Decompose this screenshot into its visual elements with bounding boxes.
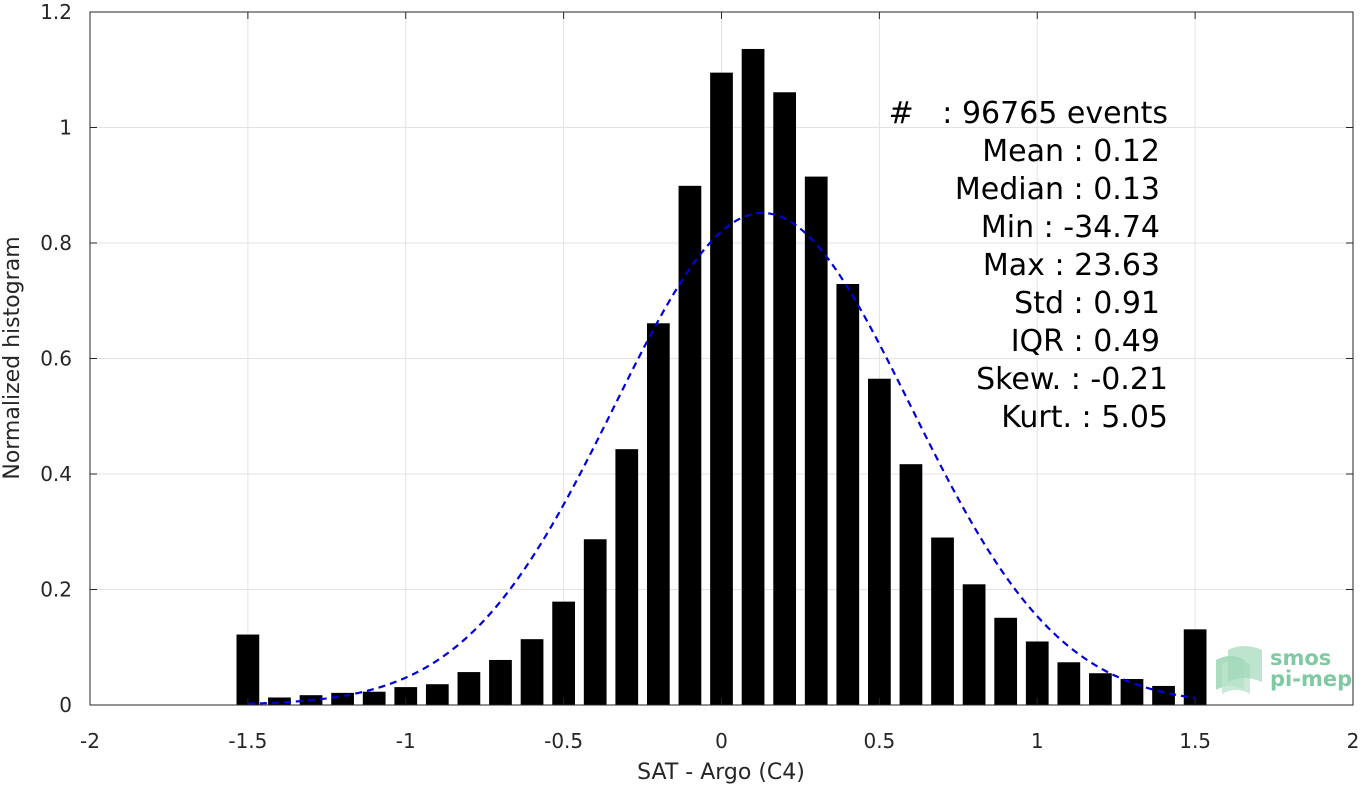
bar-6 <box>425 684 449 705</box>
stat-max: Max : 23.63 <box>983 248 1160 283</box>
bar-19 <box>836 284 860 705</box>
stat-median: Median : 0.13 <box>955 172 1160 207</box>
axis-ticks: -2 -1.5 -1 -0.5 0 0.5 1 1.5 2 0 0.2 0.4 0.6 0.8 1 1.2 <box>40 0 1359 753</box>
x-tick-label-1: -1.5 <box>228 729 267 753</box>
bar-15 <box>710 72 733 705</box>
x-axis-label: SAT - Argo (C4) <box>637 760 805 785</box>
bar-22 <box>931 537 954 705</box>
y-tick-label-0: 0 <box>59 693 72 717</box>
x-tick-label-0: -2 <box>80 729 100 753</box>
logo-line2: pi-mep <box>1270 667 1352 691</box>
x-tick-label-2: -1 <box>396 729 416 753</box>
stat-kurt: Kurt. : 5.05 <box>1001 400 1168 435</box>
bar-4 <box>362 691 386 705</box>
stat-events: # : 96765 events <box>889 96 1168 131</box>
bar-16 <box>741 48 765 705</box>
bar-8 <box>489 659 512 705</box>
bar-9 <box>520 639 544 705</box>
x-tick-label-3: -0.5 <box>544 729 583 753</box>
bar-13 <box>646 323 670 705</box>
x-tick-label-4: 0 <box>715 729 728 753</box>
y-tick-label-3: 0.6 <box>40 347 72 371</box>
bar-20 <box>868 378 891 705</box>
stat-std: Std : 0.91 <box>1014 286 1160 321</box>
bar-18 <box>804 176 828 705</box>
stat-skew: Skew. : -0.21 <box>976 362 1168 397</box>
bar-3 <box>331 692 354 705</box>
bar-30 <box>1183 629 1207 705</box>
y-tick-label-4: 0.8 <box>40 231 72 255</box>
stats-annotation: # : 96765 events Mean : 0.12 Median : 0.… <box>889 96 1168 435</box>
gaussian-fit-curve <box>247 211 1196 705</box>
smos-pi-mep-logo: smos pi-mep <box>1216 646 1352 694</box>
x-tick-label-8: 2 <box>1347 729 1360 753</box>
bar-14 <box>678 185 702 705</box>
bar-28 <box>1120 679 1144 705</box>
x-tick-label-7: 1.5 <box>1179 729 1211 753</box>
bar-11 <box>583 539 607 705</box>
stat-min: Min : -34.74 <box>981 210 1160 245</box>
bar-23 <box>962 584 986 705</box>
bar-24 <box>994 617 1018 705</box>
bar-17 <box>773 92 797 705</box>
bar-27 <box>1089 673 1112 705</box>
bar-12 <box>615 449 639 705</box>
bar-7 <box>457 672 481 705</box>
logo-waves-icon <box>1216 646 1262 694</box>
bar-26 <box>1057 662 1081 705</box>
stat-mean: Mean : 0.12 <box>982 134 1160 169</box>
bar-1 <box>268 697 291 705</box>
y-tick-label-2: 0.4 <box>40 462 72 486</box>
bar-10 <box>552 601 575 705</box>
bar-5 <box>394 687 418 705</box>
bar-25 <box>1025 641 1049 705</box>
logo-line1: smos <box>1270 646 1331 670</box>
y-tick-label-1: 0.2 <box>40 578 72 602</box>
x-tick-label-6: 1 <box>1031 729 1044 753</box>
x-tick-label-5: 0.5 <box>863 729 895 753</box>
y-axis-label: Normalized histogram <box>0 236 25 479</box>
bar-21 <box>899 464 923 705</box>
y-tick-label-6: 1.2 <box>40 0 72 24</box>
bar-29 <box>1152 685 1175 705</box>
y-tick-label-5: 1 <box>59 116 72 140</box>
stat-iqr: IQR : 0.49 <box>1011 324 1160 359</box>
bar-0 <box>236 634 260 705</box>
